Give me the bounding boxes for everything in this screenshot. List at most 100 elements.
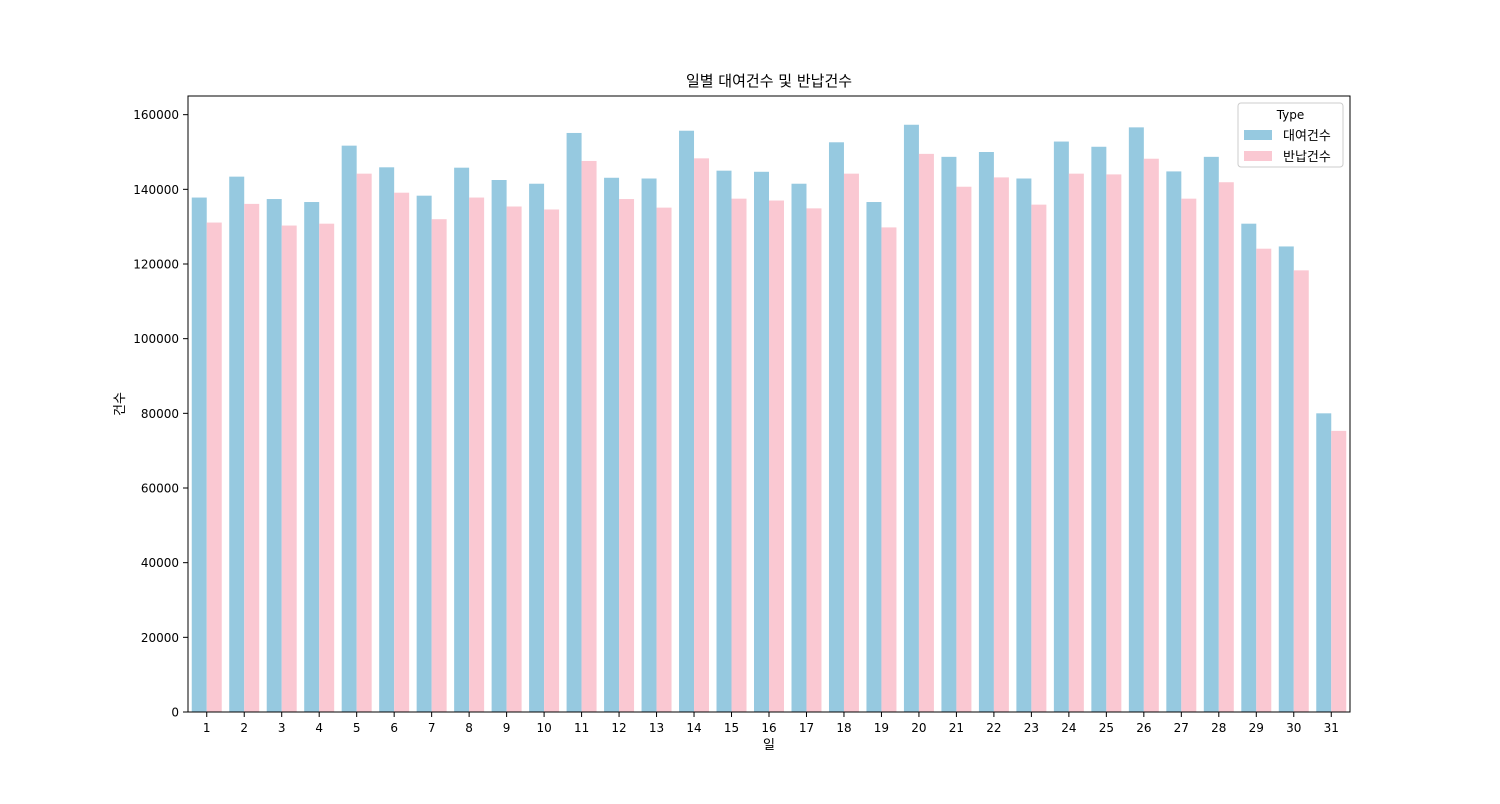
bar-rent-day-1 [191, 197, 207, 713]
x-tick-label: 6 [390, 721, 398, 735]
x-tick-label: 1 [203, 721, 211, 735]
bar-rent-day-27 [1166, 171, 1182, 712]
x-tick-label: 24 [1061, 721, 1076, 735]
x-tick-label: 15 [724, 721, 739, 735]
bar-return-day-21 [956, 186, 972, 713]
x-tick-label: 29 [1249, 721, 1264, 735]
bar-rent-day-19 [866, 202, 882, 712]
axes-layer: 0 20000 40000 60000 80000 100000 120000 140000 1… [133, 95, 1351, 735]
x-tick-label: 8 [465, 721, 473, 735]
bar-rent-day-28 [1203, 156, 1219, 713]
bar-rent-day-21 [941, 156, 957, 713]
bar-rent-day-9 [491, 180, 507, 712]
bar-return-day-28 [1218, 182, 1234, 713]
bar-rent-day-8 [454, 167, 470, 712]
bar-return-day-11 [581, 160, 597, 712]
bar-return-day-3 [281, 225, 297, 713]
x-tick-label: 17 [799, 721, 814, 735]
x-tick-label: 22 [986, 721, 1001, 735]
bar-rent-day-11 [566, 132, 582, 712]
x-tick-label: 28 [1211, 721, 1226, 735]
x-tick-label: 23 [1024, 721, 1039, 735]
bar-rent-day-5 [341, 145, 357, 712]
legend-label-rent: 대여건수 [1283, 129, 1331, 144]
bar-return-day-30 [1293, 270, 1309, 712]
bar-rent-day-31 [1316, 413, 1332, 712]
bar-return-day-14 [694, 158, 710, 713]
y-tick-label: 100000 [133, 332, 179, 346]
bar-rent-day-14 [679, 130, 695, 713]
x-tick-label: 13 [649, 721, 664, 735]
x-tick-label: 18 [836, 721, 851, 735]
bar-return-day-1 [206, 222, 222, 712]
bar-return-day-25 [1106, 174, 1122, 712]
x-tick-label: 27 [1174, 721, 1189, 735]
x-tick-label: 7 [428, 721, 436, 735]
y-tick-label: 80000 [141, 407, 179, 421]
bars-layer [191, 124, 1347, 713]
bar-rent-day-4 [304, 202, 320, 712]
bar-rent-day-10 [529, 183, 545, 713]
legend-swatch-rent [1244, 130, 1272, 140]
bar-rent-day-23 [1016, 178, 1032, 712]
bar-return-day-26 [1143, 158, 1159, 713]
x-tick-label: 9 [503, 721, 511, 735]
bar-rent-day-17 [791, 183, 807, 713]
bar-return-day-10 [544, 209, 560, 713]
bar-rent-day-26 [1128, 127, 1144, 713]
x-tick-label: 26 [1136, 721, 1151, 735]
x-tick-label: 2 [240, 721, 248, 735]
x-tick-label: 20 [911, 721, 926, 735]
bar-rent-day-20 [903, 124, 919, 712]
bar-return-day-31 [1331, 430, 1347, 712]
y-tick-label: 160000 [133, 108, 179, 122]
bar-return-day-19 [881, 227, 897, 712]
bar-rent-day-24 [1053, 141, 1069, 713]
x-tick-label: 31 [1324, 721, 1339, 735]
x-tick-label: 5 [353, 721, 361, 735]
bar-return-day-15 [731, 198, 747, 713]
bar-rent-day-16 [754, 171, 769, 713]
bar-return-day-23 [1031, 204, 1047, 712]
bar-rent-day-7 [416, 195, 432, 712]
bar-return-day-27 [1181, 198, 1197, 713]
x-tick-label: 14 [686, 721, 701, 735]
bar-rent-day-13 [641, 178, 657, 712]
bar-return-day-7 [431, 219, 447, 712]
bar-rent-day-2 [229, 176, 245, 712]
x-tick-label: 12 [611, 721, 626, 735]
bar-return-day-6 [394, 192, 410, 712]
bar-return-day-9 [506, 206, 522, 712]
bar-return-day-13 [656, 207, 672, 712]
x-tick-label: 4 [315, 721, 323, 735]
x-tick-label: 11 [574, 721, 589, 735]
y-axis-label: 건수 [113, 392, 128, 416]
bar-return-day-24 [1068, 173, 1084, 712]
legend-label-return: 반납건수 [1283, 150, 1331, 165]
y-tick-label: 40000 [141, 556, 179, 570]
bar-rent-day-29 [1241, 223, 1257, 712]
bar-rent-day-15 [716, 170, 732, 713]
bar-rent-day-30 [1278, 246, 1294, 712]
bar-return-day-8 [469, 197, 485, 713]
bar-return-day-12 [619, 199, 635, 713]
bar-rent-day-18 [828, 142, 844, 713]
bar-return-day-22 [993, 177, 1009, 712]
bar-return-day-20 [918, 153, 934, 712]
x-axis-label: 일 [763, 738, 775, 753]
y-tick-label: 120000 [133, 258, 179, 272]
bar-return-day-18 [843, 173, 859, 712]
bar-rent-day-3 [266, 199, 282, 713]
x-tick-label: 19 [874, 721, 889, 735]
bar-return-day-29 [1256, 248, 1272, 712]
bar-return-day-4 [319, 223, 335, 712]
y-tick-label: 140000 [133, 183, 179, 197]
x-tick-label: 25 [1099, 721, 1114, 735]
bar-rent-day-12 [604, 177, 620, 712]
legend-swatch-return [1244, 151, 1272, 161]
x-tick-label: 16 [761, 721, 776, 735]
legend-title: Type [1276, 108, 1305, 122]
bar-rent-day-25 [1091, 146, 1107, 712]
